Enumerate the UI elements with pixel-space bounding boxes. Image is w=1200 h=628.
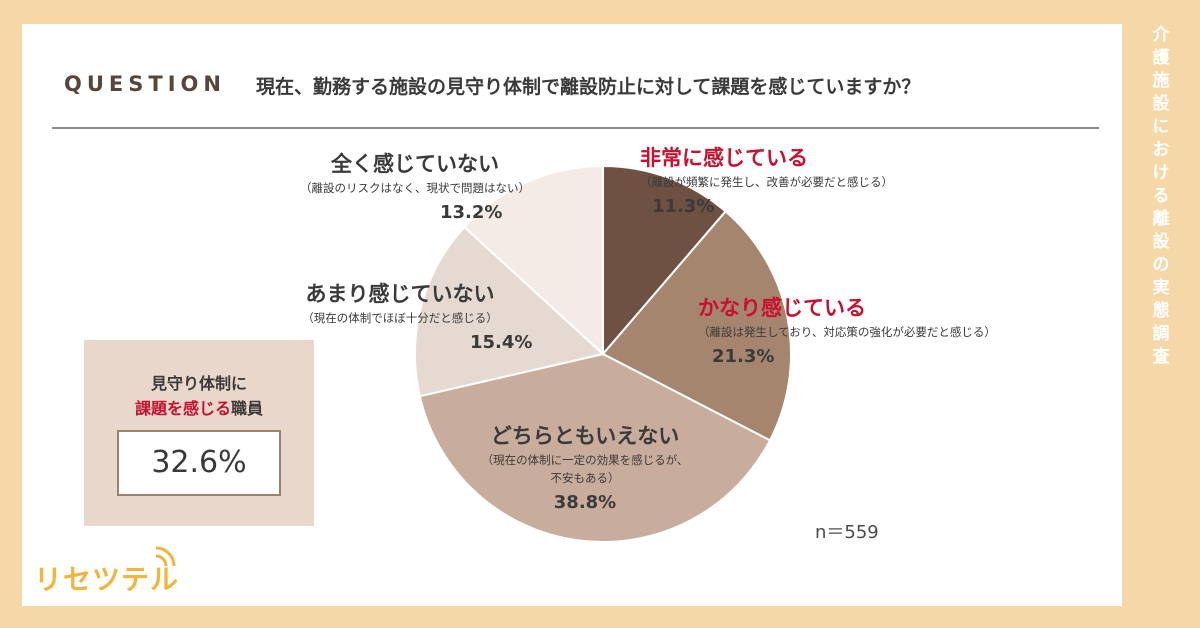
sample-size: n＝559 bbox=[815, 522, 879, 543]
side-title: 介護施設における離設の実態調査 bbox=[1152, 25, 1170, 367]
pie-slice-1 bbox=[601, 210, 792, 442]
slice-note: （現在の体制でほぼ十分だと感じる） bbox=[302, 311, 498, 325]
summary-value: 32.6% bbox=[117, 430, 281, 496]
slice-note: （離設が頻繁に発生し、改善が必要だと感じる） bbox=[640, 175, 893, 189]
summary-line1: 見守り体制に bbox=[150, 374, 247, 393]
slice-name: 非常に感じている bbox=[640, 146, 808, 170]
slice-label-quite: かなり感じている （離設は発生しており、対応策の強化が必要だと感じる） 21.3… bbox=[698, 292, 996, 367]
slice-percent: 21.3% bbox=[712, 346, 775, 367]
slice-note: （現在の体制に一定の効果を感じるが、 bbox=[481, 453, 689, 467]
summary-line2-rest: 職員 bbox=[231, 399, 264, 418]
slice-label-not-much: あまり感じていない （現在の体制でほぼ十分だと感じる） 15.4% bbox=[300, 278, 532, 353]
logo: リセツテル bbox=[34, 563, 180, 596]
slice-percent: 13.2% bbox=[440, 202, 503, 223]
pie-slice-4 bbox=[462, 164, 604, 357]
summary-line2: 課題を感じる職員 bbox=[84, 395, 314, 419]
slice-note: 不安もある） bbox=[550, 471, 620, 485]
slice-note: （離設のリスクはなく、現状で問題はない） bbox=[300, 181, 530, 195]
pie-slice-0 bbox=[602, 164, 727, 357]
slice-label-neutral: どちらともいえない （現在の体制に一定の効果を感じるが、 不安もある） 38.8… bbox=[470, 420, 700, 513]
slice-name: どちらともいえない bbox=[490, 424, 680, 448]
pie-slice-2 bbox=[418, 352, 772, 543]
pie-slice-3 bbox=[414, 225, 606, 398]
signal-icon bbox=[155, 546, 176, 567]
slice-label-not-at-all: 全く感じていない （離設のリスクはなく、現状で問題はない） 13.2% bbox=[300, 148, 530, 223]
slice-percent: 15.4% bbox=[470, 332, 532, 353]
slice-name: 全く感じていない bbox=[331, 152, 499, 176]
summary-box: 見守り体制に 課題を感じる職員 32.6% bbox=[84, 340, 314, 526]
question-label: QUESTION bbox=[64, 72, 226, 96]
slice-name: かなり感じている bbox=[698, 296, 866, 320]
question-text: 現在、勤務する施設の見守り体制で離設防止に対して課題を感じていますか？ bbox=[256, 76, 921, 98]
summary-highlight: 課題を感じる bbox=[134, 399, 231, 418]
slice-label-very: 非常に感じている （離設が頻繁に発生し、改善が必要だと感じる） 11.3% bbox=[640, 142, 893, 217]
divider bbox=[52, 127, 1099, 129]
slice-percent: 38.8% bbox=[553, 492, 617, 513]
slice-percent: 11.3% bbox=[652, 196, 715, 217]
slice-name: あまり感じていない bbox=[305, 282, 495, 306]
slice-note: （離設は発生しており、対応策の強化が必要だと感じる） bbox=[698, 325, 996, 339]
